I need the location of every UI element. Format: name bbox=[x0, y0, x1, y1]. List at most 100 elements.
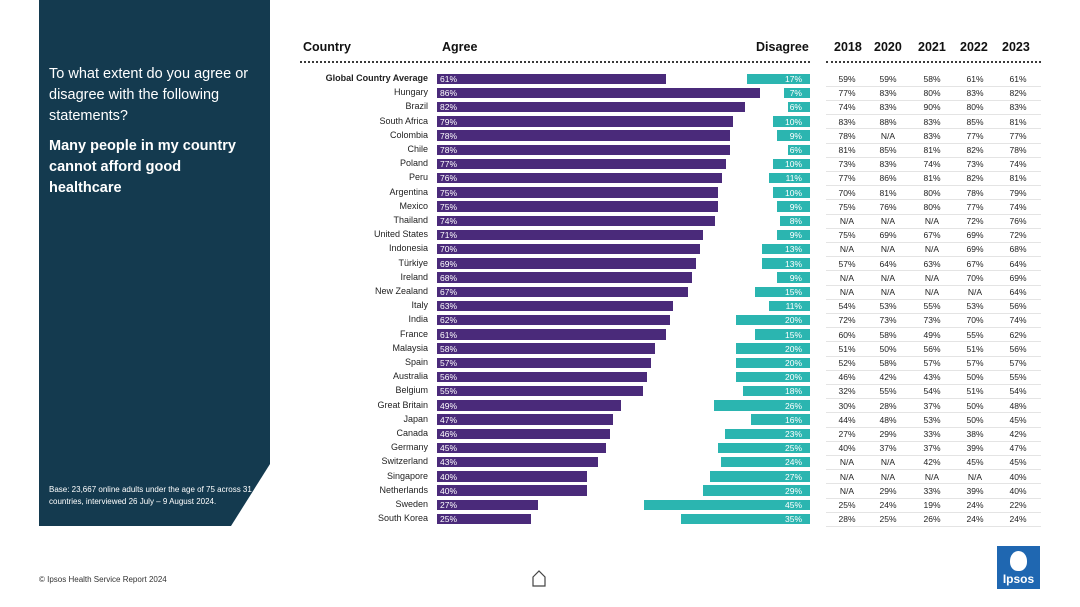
row-separator bbox=[826, 412, 1041, 414]
header-disagree: Disagree bbox=[756, 40, 809, 54]
trend-value-2020: 83% bbox=[879, 102, 897, 113]
disagree-value-label: 7% bbox=[789, 88, 802, 99]
agree-value-label: 79% bbox=[440, 116, 458, 127]
disagree-bar bbox=[713, 400, 810, 411]
row-separator bbox=[826, 156, 1041, 158]
disagree-value-label: 6% bbox=[789, 145, 802, 155]
trend-value-2020: 83% bbox=[879, 88, 897, 99]
trend-value-2018: 44% bbox=[838, 414, 856, 425]
trend-value-2023: 78% bbox=[1009, 145, 1027, 155]
trend-value-2018: 54% bbox=[838, 301, 856, 312]
country-label: Germany bbox=[390, 442, 428, 453]
agree-bar bbox=[437, 314, 670, 326]
trend-value-2020: 29% bbox=[879, 485, 897, 496]
trend-value-2021: 53% bbox=[923, 414, 941, 425]
disagree-bar bbox=[754, 286, 810, 297]
disagree-bar bbox=[736, 371, 810, 383]
trend-value-2021: N/A bbox=[924, 244, 940, 255]
trend-value-2020: N/A bbox=[880, 130, 896, 141]
country-label: Sweden bbox=[395, 499, 428, 509]
country-label: Poland bbox=[399, 158, 428, 169]
trend-value-2020: 50% bbox=[879, 343, 897, 354]
disagree-bar bbox=[702, 485, 810, 496]
agree-value-label: 63% bbox=[440, 301, 458, 312]
trend-value-2018: N/A bbox=[839, 471, 855, 482]
trend-value-2022: 39% bbox=[966, 485, 984, 496]
trend-value-2023: 76% bbox=[1009, 216, 1027, 226]
agree-value-label: 78% bbox=[440, 145, 458, 155]
trend-value-2020: 58% bbox=[879, 358, 897, 368]
country-label: Japan bbox=[403, 413, 428, 424]
trend-value-2022: 82% bbox=[966, 145, 984, 155]
row-separator bbox=[826, 426, 1041, 428]
agree-value-label: 45% bbox=[440, 443, 458, 454]
trend-value-2018: N/A bbox=[839, 457, 855, 468]
trend-value-2018: 59% bbox=[838, 74, 856, 84]
disagree-value-label: 45% bbox=[784, 500, 802, 510]
trend-value-2023: 24% bbox=[1009, 514, 1027, 525]
disagree-bar bbox=[717, 442, 810, 454]
trend-value-2020: 29% bbox=[879, 429, 897, 439]
trend-value-2020: N/A bbox=[880, 457, 896, 468]
row-separator bbox=[826, 199, 1041, 201]
country-label: Australia bbox=[392, 371, 428, 382]
agree-value-label: 55% bbox=[440, 386, 458, 397]
country-label: Netherlands bbox=[379, 484, 428, 495]
disagree-bar bbox=[776, 229, 810, 241]
agree-value-label: 49% bbox=[440, 400, 458, 411]
row-separator bbox=[826, 440, 1041, 442]
trend-value-2022: 85% bbox=[966, 116, 984, 127]
trend-value-2020: 25% bbox=[879, 514, 897, 525]
trend-value-2021: 49% bbox=[923, 329, 941, 340]
disagree-bar bbox=[750, 414, 810, 425]
trend-value-2023: 56% bbox=[1009, 301, 1027, 312]
disagree-bar bbox=[643, 499, 810, 510]
trend-value-2023: 74% bbox=[1009, 159, 1027, 170]
trend-value-2018: 77% bbox=[838, 88, 856, 99]
disagree-bar bbox=[761, 258, 810, 269]
trend-value-2018: 51% bbox=[838, 343, 856, 354]
trend-value-2023: 45% bbox=[1009, 414, 1027, 425]
agree-bar bbox=[437, 229, 704, 241]
trend-value-2021: 63% bbox=[923, 258, 941, 269]
agree-value-label: 61% bbox=[440, 329, 458, 340]
trend-value-2022: 51% bbox=[966, 386, 984, 397]
country-label: Spain bbox=[404, 357, 428, 367]
agree-value-label: 40% bbox=[440, 485, 458, 496]
trend-value-2020: N/A bbox=[880, 272, 896, 283]
disagree-value-label: 24% bbox=[784, 457, 802, 468]
trend-value-2018: 60% bbox=[838, 329, 856, 340]
logo-text: Ipsos bbox=[1002, 572, 1035, 586]
disagree-bar bbox=[736, 314, 810, 326]
header-year-2021: 2021 bbox=[918, 40, 946, 54]
agree-bar bbox=[437, 414, 614, 425]
row-separator bbox=[826, 525, 1041, 527]
trend-value-2022: 61% bbox=[966, 74, 984, 84]
agree-bar bbox=[437, 187, 719, 198]
trend-value-2023: 48% bbox=[1009, 400, 1027, 411]
header-agree: Agree bbox=[442, 40, 478, 54]
trend-value-2021: 58% bbox=[923, 74, 941, 84]
row-separator bbox=[826, 99, 1041, 101]
agree-value-label: 82% bbox=[440, 102, 458, 113]
disagree-bar bbox=[776, 130, 810, 141]
agree-value-label: 57% bbox=[440, 358, 458, 368]
trend-value-2021: 81% bbox=[923, 173, 941, 184]
trend-value-2023: 42% bbox=[1009, 429, 1027, 439]
agree-bar bbox=[437, 357, 651, 368]
disagree-value-label: 10% bbox=[784, 159, 802, 170]
trend-value-2018: 46% bbox=[838, 372, 856, 383]
trend-value-2021: 74% bbox=[923, 159, 941, 170]
trend-value-2022: N/A bbox=[967, 471, 983, 482]
row-separator bbox=[826, 284, 1041, 286]
trend-value-2023: 81% bbox=[1009, 116, 1027, 127]
country-label: Belgium bbox=[395, 385, 428, 396]
trend-value-2020: 24% bbox=[879, 500, 897, 510]
trend-value-2021: 67% bbox=[923, 230, 941, 241]
country-label: France bbox=[399, 328, 428, 339]
trend-value-2022: 24% bbox=[966, 500, 984, 510]
disagree-bar bbox=[787, 101, 810, 113]
header-year-2018: 2018 bbox=[834, 40, 862, 54]
disagree-value-label: 20% bbox=[784, 358, 802, 368]
home-icon[interactable] bbox=[531, 569, 547, 587]
